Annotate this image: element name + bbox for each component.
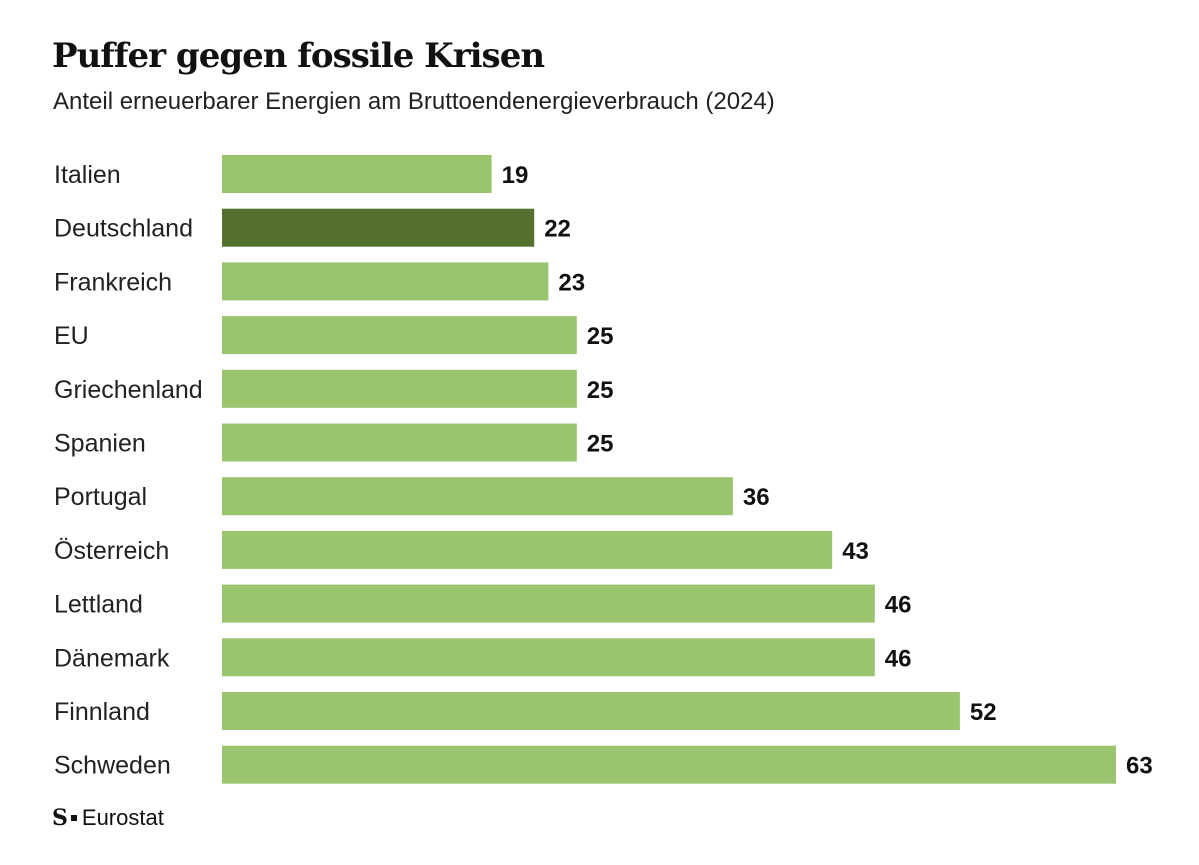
bar [222,638,875,677]
value-label: 25 [587,431,614,458]
category-label: Deutschland [54,215,193,243]
bar [222,369,577,408]
category-label: Frankreich [54,268,172,296]
value-label: 63 [1126,753,1153,780]
bar [222,316,577,355]
source-text: Eurostat [81,805,164,830]
category-label: Schweden [54,752,171,780]
value-label: 25 [587,323,614,350]
category-label: Spanien [54,430,146,458]
bar [222,530,833,569]
category-label: Italien [54,161,121,189]
bar [222,262,549,301]
category-label: EU [54,322,89,350]
category-label: Österreich [54,537,169,565]
category-label: Finnland [54,698,150,726]
bar [222,745,1116,784]
category-label: Griechenland [54,376,203,404]
value-label: 23 [558,269,585,296]
value-label: 46 [885,645,912,672]
bar [222,208,535,247]
bar [222,155,492,193]
category-label: Portugal [54,483,147,511]
bar [222,423,577,462]
source-line: S Eurostat [52,805,164,831]
logo-dot [70,815,77,821]
publisher-logo-icon: S [52,805,68,831]
category-label: Dänemark [54,644,170,672]
category-label: Lettland [54,591,143,619]
bar [222,584,875,623]
value-label: 22 [544,216,571,243]
chart-subtitle: Anteil erneuerbarer Energien am Bruttoen… [53,88,775,115]
value-label: 52 [970,699,997,726]
bar [222,692,960,730]
chart-title: Puffer gegen fossile Krisen [52,36,545,76]
value-label: 46 [885,592,912,619]
value-label: 43 [842,538,869,565]
value-label: 25 [587,377,614,404]
bar [222,477,733,516]
value-label: 19 [502,162,529,189]
value-label: 36 [743,484,770,511]
